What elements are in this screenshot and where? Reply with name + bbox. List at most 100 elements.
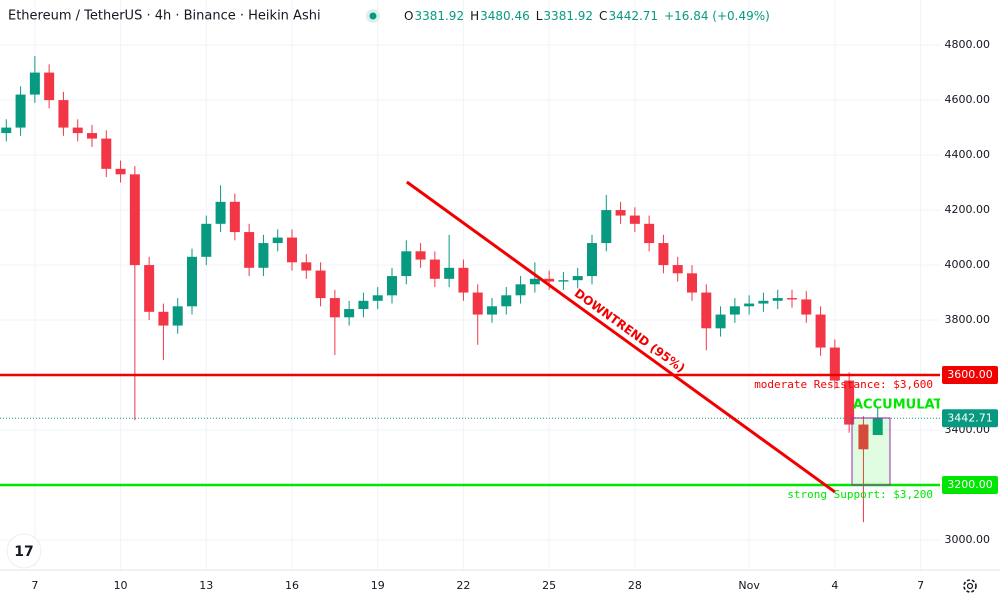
x-tick-label: 10 [114,579,128,592]
ohlc-value: 3480.46 [480,9,530,23]
candle-body [15,94,26,128]
candle-body [458,267,469,293]
candle-body [287,237,297,263]
candle-body [429,259,440,279]
y-tick-label: 4000.00 [945,258,991,271]
ohlc-value: 3442.71 [608,9,658,23]
candle-body [829,347,840,381]
candle-body [801,299,812,315]
x-tick-label: 28 [628,579,642,592]
candle-body [672,265,683,274]
price-tag [942,476,998,495]
ohlc-label: O [404,9,413,23]
candle-body [787,298,797,300]
candle-body [529,278,540,285]
y-tick-label: 4200.00 [945,203,991,216]
price-tag-label: 3200.00 [947,478,993,491]
candle-body [687,273,697,293]
candle-body [858,424,869,450]
candle-body [72,127,83,134]
x-tick-label: 7 [31,579,38,592]
candle-body [758,300,769,304]
y-tick-label: 3800.00 [945,313,991,326]
candle-body [401,251,412,277]
ohlc-label: C [599,9,607,23]
x-tick-label: 22 [456,579,470,592]
candle-body [187,256,197,307]
candle-body [544,278,555,282]
candle-body [329,298,340,318]
level-text: strong Support: $3,200 [787,488,933,501]
axes: 3000.003200.003400.003600.003800.004000.… [31,38,998,592]
x-tick-label: 13 [199,579,213,592]
x-tick-label: 25 [542,579,556,592]
ohlc-value: 3381.92 [414,9,464,23]
ohlc-label: L [536,9,543,23]
candle-body [744,303,755,307]
ohlc-change: +16.84 (+0.49%) [664,9,770,23]
candle-body [501,295,512,307]
trend-line [405,180,836,494]
settings-icon[interactable] [963,579,977,593]
svg-text:17: 17 [14,544,33,560]
header: Ethereum / TetherUS · 4h · Binance · Hei… [8,9,770,24]
price-tag-label: 3442.71 [947,411,993,424]
x-tick-label: 7 [917,579,924,592]
x-tick-label: 4 [831,579,838,592]
candle-body [215,201,226,224]
candle-body [644,223,655,244]
candle-body [129,174,140,266]
candle-body [244,232,255,268]
candle-body [315,270,326,299]
candle-body [415,251,426,260]
y-tick-label: 4400.00 [945,148,991,161]
y-tick-label: 4800.00 [945,38,991,51]
candle-body [87,133,97,139]
symbol-title: Ethereum / TetherUS · 4h · Binance · Hei… [8,9,321,24]
candle-body [172,306,183,326]
candle-body [729,306,740,315]
price-tag-label: 3600.00 [947,368,993,381]
candle-body [158,311,169,326]
candle-body [101,138,112,169]
price-tag [942,409,998,428]
candle-body [572,276,583,281]
candle-body [1,127,12,134]
candle-body [615,210,626,216]
candle-body [58,100,69,128]
candle-body [472,292,483,315]
ohlc-value: 3381.92 [543,9,593,23]
candle-body [701,292,712,329]
y-tick-label: 3000.00 [945,533,991,546]
candle-body [658,243,669,266]
grid [0,0,940,570]
candle-body [444,267,455,279]
candle-body [872,418,883,436]
candle-body [229,201,240,233]
x-tick-label: 19 [371,579,385,592]
candle-body [387,276,397,296]
candle-body [715,314,726,329]
candle-body [558,280,569,282]
candle-body [344,309,355,318]
candle-body [601,210,612,244]
candle-body [372,295,383,301]
candle-body [301,262,312,271]
candle-body [844,380,855,425]
candle-body [258,243,269,268]
candle-body [29,72,40,95]
candle-body [587,243,597,277]
ohlc-label: H [470,9,479,23]
candle-body [629,215,640,224]
zone-label: ACCUMULATION [853,397,969,412]
candle-body [115,168,126,175]
price-tag [942,366,998,385]
y-tick-label: 4600.00 [945,93,991,106]
candle-body [144,265,155,312]
tv-logo: 17 [6,533,42,569]
candle-body [272,237,283,244]
candle-body [772,298,783,301]
x-tick-label: Nov [738,579,760,592]
ohlc-values: O3381.92 H3480.46 L3381.92 C3442.71 +16.84 (… [404,9,770,23]
